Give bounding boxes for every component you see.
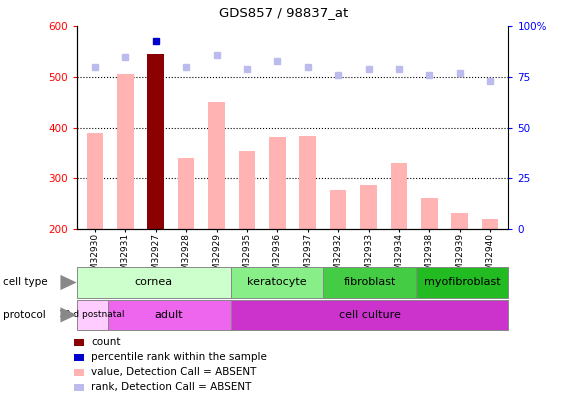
Bar <box>107 300 231 330</box>
Bar <box>299 136 316 229</box>
Text: value, Detection Call = ABSENT: value, Detection Call = ABSENT <box>91 367 256 377</box>
Text: myofibroblast: myofibroblast <box>424 277 500 288</box>
Text: count: count <box>91 337 120 347</box>
Bar <box>117 75 133 229</box>
Text: cell culture: cell culture <box>339 310 400 320</box>
Bar <box>323 267 416 298</box>
Polygon shape <box>60 307 77 322</box>
Text: protocol: protocol <box>3 310 45 320</box>
Bar <box>178 158 194 229</box>
Bar <box>231 267 323 298</box>
Bar <box>452 213 468 229</box>
Bar <box>77 267 231 298</box>
Text: keratocyte: keratocyte <box>247 277 307 288</box>
Bar <box>482 219 499 229</box>
Text: rank, Detection Call = ABSENT: rank, Detection Call = ABSENT <box>91 382 251 392</box>
Bar <box>239 151 255 229</box>
Text: 10 d postnatal: 10 d postnatal <box>59 310 125 320</box>
Bar <box>86 133 103 229</box>
Text: percentile rank within the sample: percentile rank within the sample <box>91 352 267 362</box>
Text: cell type: cell type <box>3 277 48 288</box>
Text: adult: adult <box>155 310 183 320</box>
Bar <box>421 198 438 229</box>
Bar <box>330 190 346 229</box>
Text: cornea: cornea <box>135 277 173 288</box>
Bar <box>147 54 164 229</box>
Text: GDS857 / 98837_at: GDS857 / 98837_at <box>219 6 349 19</box>
Bar <box>208 102 225 229</box>
Text: fibroblast: fibroblast <box>344 277 396 288</box>
Bar <box>360 185 377 229</box>
Bar <box>269 137 286 229</box>
Bar <box>391 163 407 229</box>
Bar <box>231 300 508 330</box>
Polygon shape <box>60 275 77 290</box>
Bar <box>77 300 107 330</box>
Bar <box>416 267 508 298</box>
